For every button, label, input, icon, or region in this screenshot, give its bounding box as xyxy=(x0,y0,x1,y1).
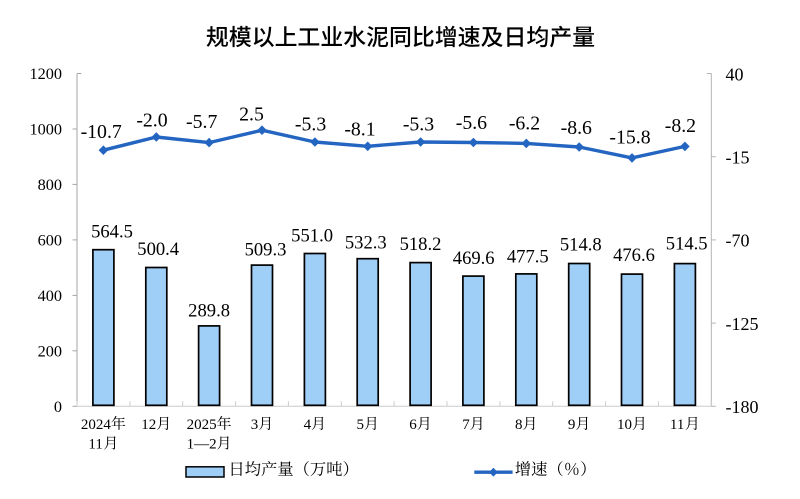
svg-text:11: 11 xyxy=(670,417,684,433)
svg-text:469.6: 469.6 xyxy=(453,248,495,269)
svg-text:1000: 1000 xyxy=(29,120,62,139)
svg-text:10: 10 xyxy=(617,417,632,433)
svg-text:-5.3: -5.3 xyxy=(403,114,434,136)
svg-text:6: 6 xyxy=(409,417,417,433)
svg-text:509.3: 509.3 xyxy=(245,240,287,261)
svg-text:514.8: 514.8 xyxy=(560,235,602,256)
svg-text:11: 11 xyxy=(88,436,102,452)
svg-text:7: 7 xyxy=(462,417,470,433)
svg-text:-10.7: -10.7 xyxy=(81,121,122,143)
svg-text:3: 3 xyxy=(251,417,258,433)
svg-text:-5.6: -5.6 xyxy=(456,112,487,134)
svg-text:8: 8 xyxy=(515,417,523,433)
svg-text:1200: 1200 xyxy=(29,64,62,83)
svg-text:40: 40 xyxy=(726,64,744,84)
svg-text:514.5: 514.5 xyxy=(666,234,708,255)
svg-text:-15.8: -15.8 xyxy=(609,126,650,148)
svg-text:500.4: 500.4 xyxy=(137,239,179,260)
svg-text:400: 400 xyxy=(38,286,62,305)
svg-text:-15: -15 xyxy=(726,148,750,168)
svg-text:-180: -180 xyxy=(726,397,759,417)
svg-text:-125: -125 xyxy=(726,314,759,334)
svg-text:-5.3: -5.3 xyxy=(295,113,326,135)
svg-text:9: 9 xyxy=(568,417,576,433)
svg-text:551.0: 551.0 xyxy=(291,226,333,247)
svg-text:-8.6: -8.6 xyxy=(561,117,592,139)
svg-text:5: 5 xyxy=(357,417,365,433)
svg-text:476.6: 476.6 xyxy=(613,245,655,266)
svg-text:2.5: 2.5 xyxy=(239,103,264,125)
svg-text:0: 0 xyxy=(54,397,62,416)
svg-text:289.8: 289.8 xyxy=(188,300,230,321)
svg-text:532.3: 532.3 xyxy=(345,233,387,254)
svg-text:800: 800 xyxy=(38,175,62,194)
svg-text:-5.7: -5.7 xyxy=(186,111,217,133)
svg-text:600: 600 xyxy=(38,230,62,249)
svg-text:1—2: 1—2 xyxy=(187,436,217,452)
svg-text:-8.2: -8.2 xyxy=(665,115,696,137)
svg-text:2025: 2025 xyxy=(187,417,217,433)
svg-text:2024: 2024 xyxy=(81,417,112,433)
svg-text:518.2: 518.2 xyxy=(400,234,442,255)
svg-text:-8.1: -8.1 xyxy=(344,119,375,141)
svg-text:477.5: 477.5 xyxy=(507,246,549,267)
svg-text:564.5: 564.5 xyxy=(91,221,133,242)
svg-text:200: 200 xyxy=(38,341,62,360)
svg-text:-70: -70 xyxy=(726,231,750,251)
svg-text:4: 4 xyxy=(304,417,312,433)
svg-text:-6.2: -6.2 xyxy=(509,113,540,135)
svg-text:12: 12 xyxy=(141,417,156,433)
svg-text:-2.0: -2.0 xyxy=(136,109,167,131)
